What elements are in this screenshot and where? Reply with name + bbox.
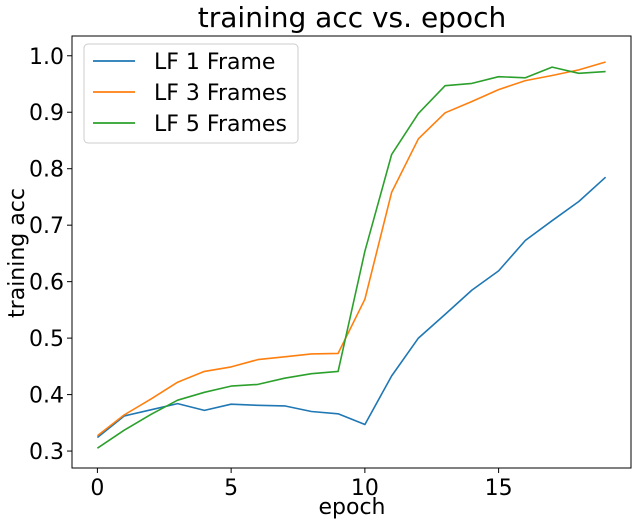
y-tick-label: 0.9 [29, 101, 64, 126]
y-tick-label: 0.7 [29, 214, 64, 239]
x-tick-label: 15 [485, 476, 513, 501]
plot-area [71, 35, 632, 469]
y-tick-label: 0.3 [29, 440, 64, 465]
y-tick-label: 0.8 [29, 158, 64, 183]
series-line-2 [96, 61, 606, 437]
series-line-1 [96, 176, 607, 439]
y-tick-label: 0.5 [29, 327, 64, 352]
legend-label: LF 5 Frames [154, 112, 287, 137]
x-tick-label: 0 [90, 476, 104, 501]
x-axis-label: epoch [319, 495, 386, 520]
x-tick-label: 10 [351, 476, 379, 501]
series-line-3 [96, 66, 606, 449]
series-layer [96, 61, 607, 449]
y-axis: 0.3 0.4 0.5 0.6 0.7 0.8 0.9 1.0 [29, 45, 72, 465]
legend-label: LF 1 Frame [154, 50, 275, 75]
y-axis-label: training acc [5, 188, 30, 318]
y-tick-label: 1.0 [29, 45, 64, 70]
x-axis: 0 5 10 15 [90, 468, 513, 501]
legend: LF 1 Frame LF 3 Frames LF 5 Frames [83, 43, 299, 144]
legend-label: LF 3 Frames [154, 81, 287, 106]
chart-title: training acc vs. epoch [198, 1, 506, 34]
y-tick-label: 0.4 [29, 384, 64, 409]
x-tick-label: 5 [224, 476, 238, 501]
legend-box [83, 43, 299, 144]
y-tick-label: 0.6 [29, 271, 64, 296]
